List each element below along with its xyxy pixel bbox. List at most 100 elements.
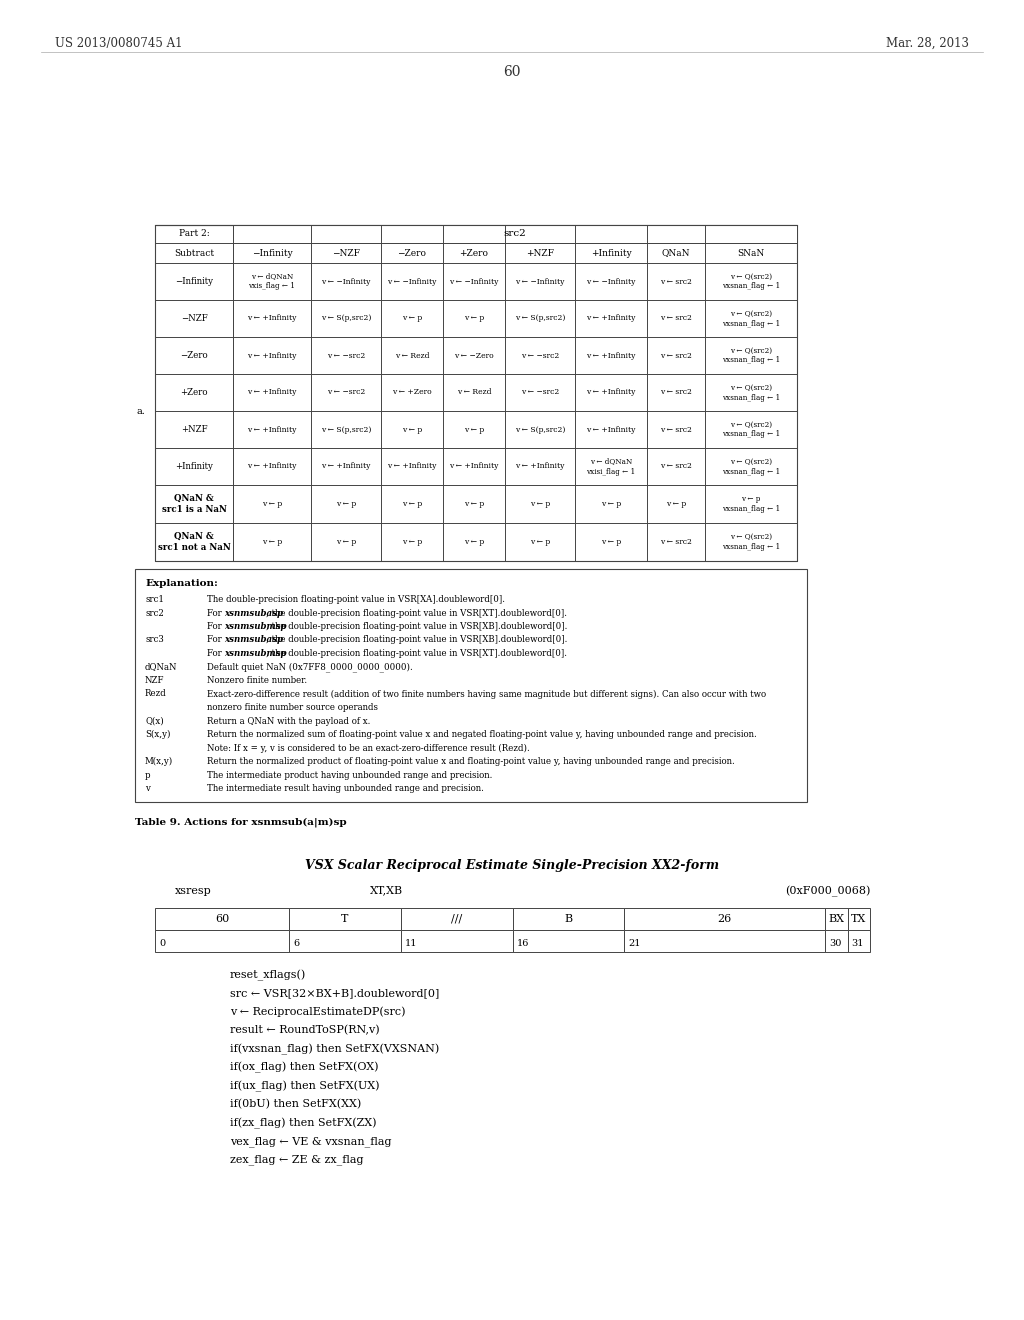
Text: The intermediate result having unbounded range and precision.: The intermediate result having unbounded… <box>207 784 484 793</box>
Text: For: For <box>207 635 224 644</box>
Bar <box>400 908 512 929</box>
Text: Return a QNaN with the payload of x.: Return a QNaN with the payload of x. <box>207 717 371 726</box>
Text: v ← dQNaN: v ← dQNaN <box>590 458 632 466</box>
Text: v ← −Zero: v ← −Zero <box>455 351 494 359</box>
Text: 60: 60 <box>503 65 521 79</box>
Text: 21: 21 <box>628 939 641 948</box>
Text: v ← p: v ← p <box>529 500 550 508</box>
Text: Rezd: Rezd <box>145 689 167 698</box>
Text: 0: 0 <box>159 939 165 948</box>
Text: BX: BX <box>828 913 845 924</box>
Text: , the double-precision floating-point value in VSR[XT].doubleword[0].: , the double-precision floating-point va… <box>266 649 567 657</box>
Text: Exact-zero-difference result (addition of two finite numbers having same magnitu: Exact-zero-difference result (addition o… <box>207 689 766 698</box>
Text: +Infinity: +Infinity <box>591 248 632 257</box>
Text: +Zero: +Zero <box>180 388 208 397</box>
Text: v ← p: v ← p <box>336 500 356 508</box>
Bar <box>848 908 870 929</box>
Text: v ← src2: v ← src2 <box>660 277 692 285</box>
Text: v ← +Infinity: v ← +Infinity <box>587 314 636 322</box>
Text: v ← +Infinity: v ← +Infinity <box>322 462 371 470</box>
Bar <box>155 224 797 561</box>
Bar <box>825 929 848 952</box>
Text: v ← +Infinity: v ← +Infinity <box>587 388 636 396</box>
Text: v ← p: v ← p <box>401 500 422 508</box>
Text: v ← S(p,src2): v ← S(p,src2) <box>321 425 371 433</box>
Text: vxis_flag ← 1: vxis_flag ← 1 <box>249 282 296 290</box>
Text: v ← +Zero: v ← +Zero <box>392 388 432 396</box>
Text: v ← +Infinity: v ← +Infinity <box>248 388 297 396</box>
Text: src2: src2 <box>504 230 526 239</box>
Text: v ← src2: v ← src2 <box>660 425 692 433</box>
Text: v ← −src2: v ← −src2 <box>327 388 366 396</box>
Text: v ← −Infinity: v ← −Infinity <box>322 277 371 285</box>
Text: src2: src2 <box>145 609 164 618</box>
Text: VSX Scalar Reciprocal Estimate Single-Precision XX2-form: VSX Scalar Reciprocal Estimate Single-Pr… <box>305 859 719 873</box>
Text: vxsnan_flag ← 1: vxsnan_flag ← 1 <box>722 282 780 290</box>
Text: NZF: NZF <box>145 676 165 685</box>
Text: QNaN &
src1 is a NaN: QNaN & src1 is a NaN <box>162 494 226 513</box>
Bar <box>825 908 848 929</box>
Text: vxsnan_flag ← 1: vxsnan_flag ← 1 <box>722 506 780 513</box>
Text: v ← p: v ← p <box>529 539 550 546</box>
Text: v ← +Infinity: v ← +Infinity <box>248 351 297 359</box>
Text: xsresp: xsresp <box>175 886 212 895</box>
Text: Q(x): Q(x) <box>145 717 164 726</box>
Text: v ← −Infinity: v ← −Infinity <box>515 277 564 285</box>
Text: vex_flag ← VE & vxsnan_flag: vex_flag ← VE & vxsnan_flag <box>230 1137 391 1147</box>
Text: vxsnan_flag ← 1: vxsnan_flag ← 1 <box>722 430 780 438</box>
Text: v ← p: v ← p <box>401 539 422 546</box>
Text: if(ux_flag) then SetFX(UX): if(ux_flag) then SetFX(UX) <box>230 1081 380 1092</box>
Text: v: v <box>145 784 150 793</box>
Bar <box>400 929 512 952</box>
Text: v ← −Infinity: v ← −Infinity <box>450 277 499 285</box>
Text: S(x,y): S(x,y) <box>145 730 171 739</box>
Text: QNaN &
src1 not a NaN: QNaN & src1 not a NaN <box>158 532 230 552</box>
Text: v ← src2: v ← src2 <box>660 539 692 546</box>
Bar <box>625 929 825 952</box>
Text: v ← Q(src2): v ← Q(src2) <box>730 346 772 355</box>
Text: Part 2:: Part 2: <box>178 230 209 239</box>
Text: v ← Q(src2): v ← Q(src2) <box>730 533 772 541</box>
Text: v ← +Infinity: v ← +Infinity <box>248 425 297 433</box>
Text: v ← p: v ← p <box>601 500 622 508</box>
Text: Subtract: Subtract <box>174 248 214 257</box>
Text: if(ox_flag) then SetFX(OX): if(ox_flag) then SetFX(OX) <box>230 1063 379 1073</box>
Text: zex_flag ← ZE & zx_flag: zex_flag ← ZE & zx_flag <box>230 1155 364 1166</box>
Text: v ← p: v ← p <box>464 425 484 433</box>
Text: B: B <box>564 913 572 924</box>
Text: , the double-precision floating-point value in VSR[XB].doubleword[0].: , the double-precision floating-point va… <box>266 622 567 631</box>
Text: TX: TX <box>851 913 866 924</box>
Bar <box>512 929 625 952</box>
Text: src3: src3 <box>145 635 164 644</box>
Text: 26: 26 <box>718 913 732 924</box>
Text: v ← −src2: v ← −src2 <box>521 351 559 359</box>
Text: For: For <box>207 649 224 657</box>
Text: v ← Q(src2): v ← Q(src2) <box>730 309 772 318</box>
Text: v ← −src2: v ← −src2 <box>327 351 366 359</box>
Text: v ← p: v ← p <box>401 314 422 322</box>
Text: vxsnan_flag ← 1: vxsnan_flag ← 1 <box>722 543 780 550</box>
Text: Return the normalized sum of floating-point value x and negated floating-point v: Return the normalized sum of floating-po… <box>207 730 757 739</box>
Text: src ← VSR[32×BX+B].doubleword[0]: src ← VSR[32×BX+B].doubleword[0] <box>230 987 439 998</box>
Text: v ← −Infinity: v ← −Infinity <box>587 277 636 285</box>
Text: +Infinity: +Infinity <box>175 462 213 471</box>
Text: dQNaN: dQNaN <box>145 663 177 672</box>
Bar <box>289 908 400 929</box>
Text: SNaN: SNaN <box>737 248 765 257</box>
Text: v ← p: v ← p <box>464 314 484 322</box>
Text: if(zx_flag) then SetFX(ZX): if(zx_flag) then SetFX(ZX) <box>230 1118 377 1129</box>
Text: v ← Q(src2): v ← Q(src2) <box>730 384 772 392</box>
Text: 16: 16 <box>516 939 528 948</box>
Text: Mar. 28, 2013: Mar. 28, 2013 <box>886 37 969 50</box>
Text: Note: If x = y, v is considered to be an exact-zero-difference result (Rezd).: Note: If x = y, v is considered to be an… <box>207 743 529 752</box>
Bar <box>155 929 289 952</box>
Text: result ← RoundToSP(RN,v): result ← RoundToSP(RN,v) <box>230 1026 380 1035</box>
Text: US 2013/0080745 A1: US 2013/0080745 A1 <box>55 37 182 50</box>
Text: if(0bU) then SetFX(XX): if(0bU) then SetFX(XX) <box>230 1100 361 1109</box>
Text: v ← p: v ← p <box>336 539 356 546</box>
Text: v ← src2: v ← src2 <box>660 462 692 470</box>
Text: v ← ReciprocalEstimateDP(src): v ← ReciprocalEstimateDP(src) <box>230 1006 406 1018</box>
Text: v ← src2: v ← src2 <box>660 388 692 396</box>
Text: 11: 11 <box>404 939 418 948</box>
Bar <box>625 908 825 929</box>
